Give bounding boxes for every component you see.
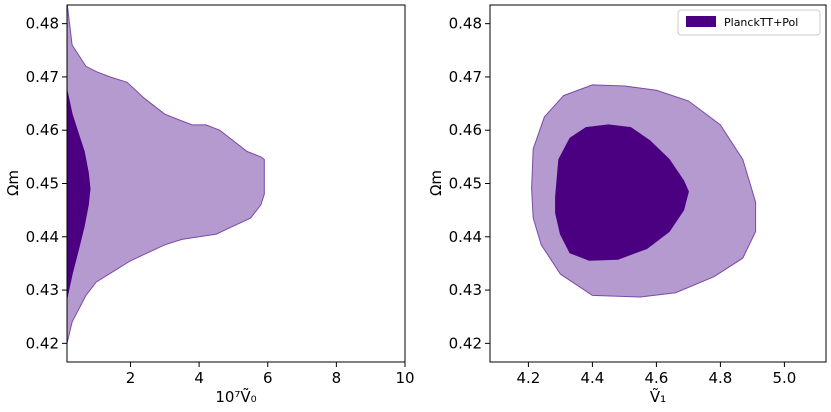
left-region-95pct bbox=[67, 5, 265, 344]
left-x-tick-label: 4 bbox=[194, 369, 204, 387]
right-x-tick-label: 4.4 bbox=[580, 369, 604, 387]
left-y-tick-label: 0.46 bbox=[26, 121, 59, 139]
right-y-tick-label: 0.48 bbox=[449, 15, 482, 33]
left-y-tick-label: 0.47 bbox=[26, 68, 59, 86]
left-x-ticks: 2 4 6 8 10 bbox=[126, 362, 415, 387]
left-x-tick-label: 8 bbox=[332, 369, 342, 387]
right-x-axis-label: Ṽ₁ bbox=[650, 387, 666, 406]
left-y-tick-label: 0.44 bbox=[26, 228, 59, 246]
left-y-axis-label: Ωm bbox=[4, 170, 22, 196]
right-x-tick-label: 4.2 bbox=[516, 369, 540, 387]
right-y-tick-label: 0.44 bbox=[449, 228, 482, 246]
legend: PlanckTT+Pol bbox=[677, 9, 821, 36]
left-y-tick-label: 0.45 bbox=[26, 175, 59, 193]
right-y-axis-label: Ωm bbox=[427, 170, 445, 196]
left-region-68pct bbox=[67, 89, 91, 299]
right-y-tick-label: 0.45 bbox=[449, 175, 482, 193]
left-y-tick-label: 0.42 bbox=[26, 334, 59, 352]
right-x-ticks: 4.2 4.4 4.6 4.8 5.0 bbox=[516, 362, 796, 387]
legend-label: PlanckTT+Pol bbox=[724, 16, 798, 29]
right-y-ticks: 0.42 0.43 0.44 0.45 0.46 0.47 0.48 bbox=[449, 15, 490, 352]
left-y-tick-label: 0.48 bbox=[26, 15, 59, 33]
left-x-tick-label: 10 bbox=[395, 369, 414, 387]
right-y-tick-label: 0.42 bbox=[449, 334, 482, 352]
legend-swatch bbox=[686, 16, 716, 27]
right-x-tick-label: 4.6 bbox=[644, 369, 668, 387]
right-plot-regions bbox=[531, 84, 757, 298]
left-y-tick-label: 0.43 bbox=[26, 281, 59, 299]
left-x-tick-label: 6 bbox=[263, 369, 273, 387]
left-x-tick-label: 2 bbox=[126, 369, 136, 387]
right-y-tick-label: 0.46 bbox=[449, 121, 482, 139]
right-y-tick-label: 0.47 bbox=[449, 68, 482, 86]
right-region-68pct bbox=[555, 124, 689, 261]
left-panel: 2 4 6 8 10 0.42 0.43 0.44 0.45 0.46 0.47 0.48 10⁷Ṽ… bbox=[4, 4, 415, 406]
left-y-ticks: 0.42 0.43 0.44 0.45 0.46 0.47 0.48 bbox=[26, 15, 67, 352]
left-plot-regions bbox=[67, 5, 265, 344]
right-x-tick-label: 5.0 bbox=[772, 369, 796, 387]
left-x-axis-label: 10⁷Ṽ₀ bbox=[215, 387, 256, 406]
right-y-tick-label: 0.43 bbox=[449, 281, 482, 299]
right-x-tick-label: 4.8 bbox=[708, 369, 732, 387]
right-panel: 4.2 4.4 4.6 4.8 5.0 0.42 0.43 0.44 0.45 0.46 0.47… bbox=[427, 4, 827, 406]
